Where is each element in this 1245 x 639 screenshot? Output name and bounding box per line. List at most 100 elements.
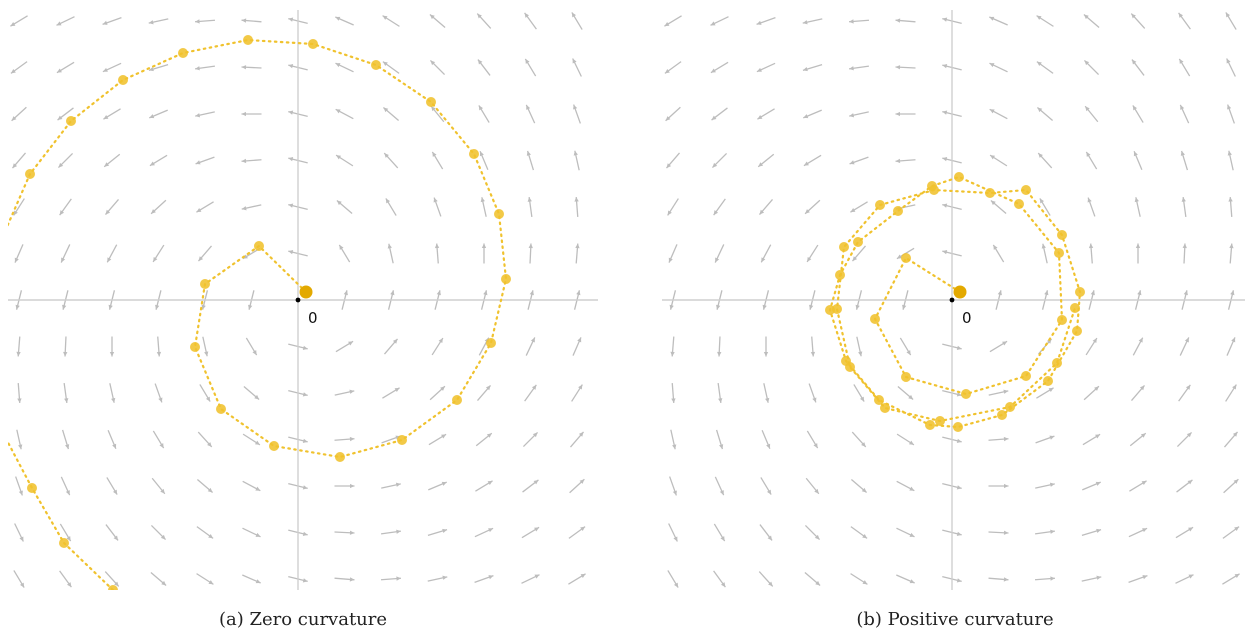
field-arrow: [1133, 151, 1143, 170]
field-arrow: [431, 337, 444, 356]
field-arrow: [63, 336, 68, 357]
field-arrow: [478, 105, 490, 123]
plot-positive-curvature: 0: [662, 10, 1245, 590]
trajectory-point: [118, 75, 128, 85]
field-arrow: [1178, 12, 1191, 30]
field-arrow: [195, 65, 215, 71]
trajectory-point: [835, 270, 845, 280]
field-arrow: [569, 478, 585, 494]
field-arrow: [853, 384, 865, 402]
field-arrow: [665, 152, 681, 169]
trajectory-point: [178, 48, 188, 58]
field-arrow: [477, 59, 491, 76]
trajectory: [825, 172, 1085, 432]
field-arrow: [571, 12, 583, 30]
field-arrow: [761, 430, 771, 449]
field-arrow: [429, 385, 446, 401]
field-arrow: [334, 577, 355, 582]
field-arrow: [1082, 433, 1101, 446]
field-arrow: [16, 336, 21, 357]
field-arrow: [568, 573, 586, 585]
trajectory-point: [1057, 230, 1067, 240]
trajectory-point: [1057, 315, 1067, 325]
trajectory-point: [216, 404, 226, 414]
field-arrow: [522, 479, 539, 493]
field-arrow: [1222, 573, 1240, 585]
vector-field: [10, 12, 586, 588]
field-arrow: [1035, 529, 1055, 535]
field-arrow: [760, 244, 772, 263]
field-arrow: [1082, 481, 1101, 491]
field-arrow: [381, 482, 401, 489]
field-arrow: [1036, 106, 1054, 122]
field-arrow: [1084, 105, 1099, 123]
field-arrow: [197, 245, 213, 262]
trajectory-point: [59, 538, 69, 548]
field-arrow: [59, 570, 72, 588]
field-arrow: [107, 430, 117, 449]
field-arrow: [334, 436, 355, 442]
trajectory-point: [1005, 402, 1015, 412]
field-arrow: [757, 153, 775, 168]
trajectory-point: [853, 237, 863, 247]
caption-positive-curvature: (b) Positive curvature: [856, 609, 1054, 630]
field-arrow: [849, 65, 869, 71]
field-arrow: [109, 383, 116, 403]
field-arrow: [1180, 150, 1189, 171]
field-arrow: [895, 111, 916, 117]
field-arrow: [895, 158, 916, 164]
field-arrow: [1132, 337, 1144, 356]
field-arrow: [524, 384, 537, 402]
field-arrow: [17, 382, 22, 404]
field-arrow: [759, 524, 773, 541]
field-arrow: [106, 477, 118, 495]
field-arrow: [1229, 243, 1234, 264]
field-arrow: [104, 571, 120, 587]
field-arrow: [241, 65, 262, 70]
field-arrow: [335, 154, 354, 167]
field-arrow: [149, 109, 168, 119]
field-arrow: [245, 337, 258, 356]
field-arrow: [526, 150, 535, 171]
trajectory-point: [108, 585, 118, 590]
field-arrow: [568, 526, 586, 539]
field-arrow: [14, 523, 24, 542]
field-arrow: [717, 336, 722, 357]
field-arrow: [710, 16, 729, 26]
trajectory-point: [486, 338, 496, 348]
field-arrow: [851, 431, 867, 448]
field-arrow: [434, 243, 440, 264]
field-arrow: [525, 104, 536, 124]
trajectory-point: [1052, 358, 1062, 368]
origin-dot: [295, 297, 301, 303]
field-arrow: [1128, 527, 1148, 538]
trajectory-point: [925, 420, 935, 430]
trajectory-point: [501, 274, 511, 284]
field-arrow: [428, 433, 447, 446]
field-arrow: [1227, 104, 1235, 124]
field-arrow: [428, 481, 447, 491]
field-arrow: [1041, 243, 1048, 264]
field-arrow: [109, 336, 115, 357]
field-arrow: [382, 387, 400, 399]
field-arrow: [717, 383, 723, 403]
field-arrow: [1088, 243, 1094, 264]
field-arrow: [668, 244, 678, 263]
field-arrow: [150, 199, 167, 215]
field-arrow: [1087, 197, 1096, 217]
origin-dot: [949, 297, 955, 303]
trajectory-point: [494, 209, 504, 219]
trajectory-path-continued: [8, 440, 115, 590]
field-arrow: [335, 16, 354, 26]
field-arrow: [1176, 431, 1193, 448]
field-arrow: [850, 573, 868, 585]
field-arrow: [196, 478, 214, 494]
field-arrow: [671, 382, 676, 404]
field-arrow: [992, 244, 1005, 263]
field-arrow: [382, 15, 400, 27]
field-arrow: [13, 570, 25, 588]
field-arrow: [151, 477, 166, 495]
field-arrow: [1228, 196, 1233, 218]
trajectory-point: [25, 169, 35, 179]
field-arrow: [713, 570, 726, 588]
